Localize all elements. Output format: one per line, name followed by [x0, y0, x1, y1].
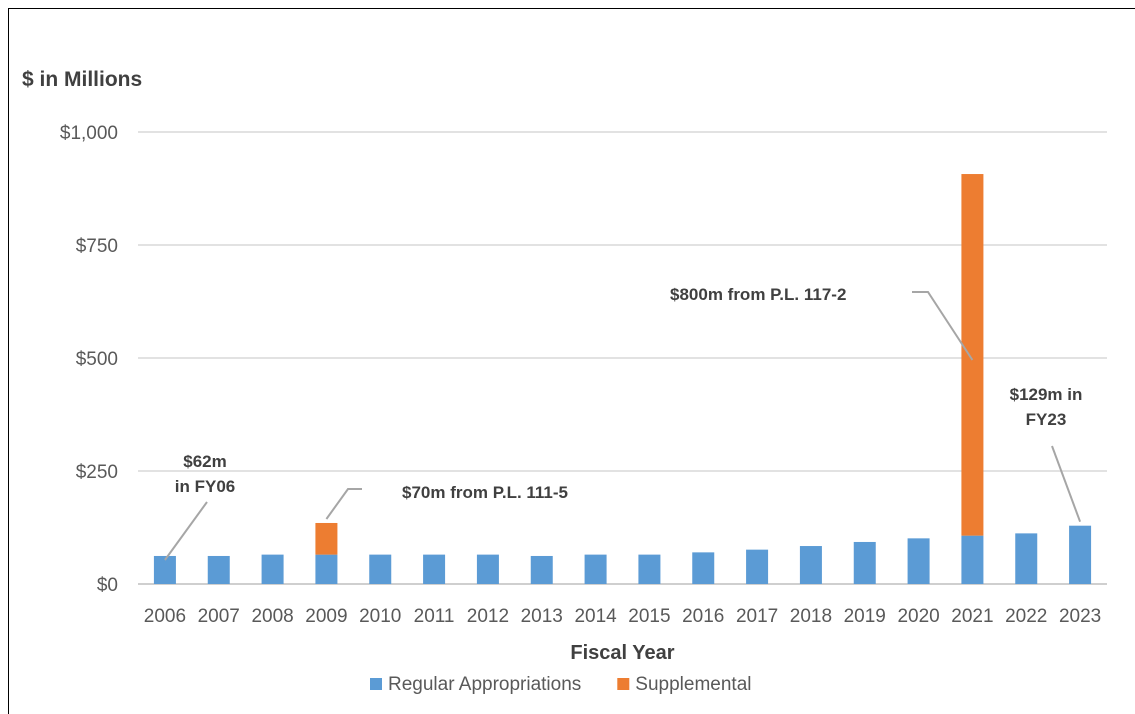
bar-regular — [261, 554, 284, 584]
annotation-label: $800m from P.L. 117-2 — [670, 285, 846, 304]
y-tick-label: $1,000 — [60, 123, 118, 144]
x-tick-label: 2011 — [414, 606, 455, 627]
bar-regular — [746, 549, 769, 584]
bar-regular — [1015, 533, 1038, 584]
bar-regular — [907, 538, 930, 584]
y-tick-label: $500 — [76, 349, 118, 370]
y-tick-label: $750 — [76, 236, 118, 257]
legend-label: Regular Appropriations — [388, 674, 581, 695]
x-tick-label: 2022 — [1005, 606, 1047, 627]
legend-swatch — [370, 678, 382, 690]
chart-frame — [8, 8, 1135, 714]
bar-regular — [423, 554, 446, 584]
x-tick-label: 2019 — [844, 606, 886, 627]
bar-regular — [799, 546, 822, 584]
x-tick-label: 2007 — [198, 606, 240, 627]
annotation-leader — [912, 291, 974, 361]
x-tick-label: 2009 — [305, 606, 347, 627]
bar-regular — [1069, 525, 1092, 584]
x-tick-label: 2014 — [574, 606, 617, 627]
x-tick-label: 2006 — [144, 606, 186, 627]
annotation-label: FY23 — [1026, 410, 1067, 429]
annotation-leader — [1051, 445, 1082, 523]
bar-supplemental — [315, 522, 338, 555]
annotation-label: $129m in — [1010, 385, 1083, 404]
x-tick-label: 2020 — [897, 606, 939, 627]
bar-regular — [476, 554, 499, 584]
x-tick-label: 2021 — [951, 606, 993, 627]
bar-regular — [369, 554, 392, 584]
x-tick-label: 2012 — [467, 606, 509, 627]
x-axis-title: Fiscal Year — [570, 642, 674, 664]
y-tick-label: $250 — [76, 462, 118, 483]
annotation-leader — [164, 501, 208, 561]
bar-regular — [853, 541, 876, 584]
bar-regular — [153, 555, 176, 584]
bar-regular — [638, 554, 661, 584]
x-tick-label: 2010 — [359, 606, 401, 627]
y-unit-label: $ in Millions — [22, 68, 143, 91]
annotation-leader — [325, 488, 362, 520]
bar-regular — [207, 555, 230, 584]
x-tick-label: 2013 — [521, 606, 563, 627]
bar-supplemental — [961, 174, 984, 536]
bar-regular — [584, 554, 607, 584]
bar-regular — [315, 554, 338, 584]
x-tick-label: 2017 — [736, 606, 778, 627]
annotation-label: $62m — [183, 452, 226, 471]
y-tick-label: $0 — [97, 575, 118, 596]
annotation-label: $70m from P.L. 111-5 — [402, 483, 568, 502]
bar-regular — [692, 552, 715, 584]
x-tick-label: 2008 — [251, 606, 293, 627]
x-tick-label: 2023 — [1059, 606, 1101, 627]
x-tick-label: 2016 — [682, 606, 724, 627]
annotation-label: in FY06 — [175, 477, 235, 496]
bar-regular — [961, 535, 984, 584]
x-tick-label: 2018 — [790, 606, 832, 627]
legend-swatch — [617, 678, 630, 690]
x-tick-label: 2015 — [628, 606, 670, 627]
bar-regular — [530, 555, 553, 584]
legend-label: Supplemental — [635, 674, 751, 695]
